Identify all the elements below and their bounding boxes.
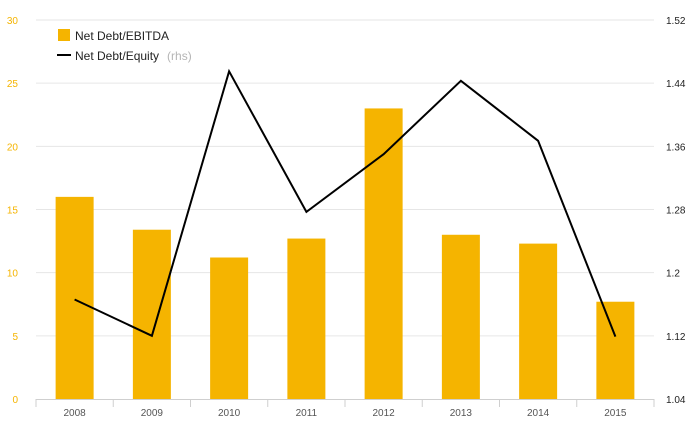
- line-point[interactable]: [71, 296, 79, 304]
- line-point[interactable]: [148, 332, 156, 340]
- y-left-tick-label: 20: [7, 142, 19, 153]
- legend-label-line-text: Net Debt/Equity: [75, 49, 159, 63]
- line-point[interactable]: [302, 208, 310, 216]
- right-y-axis: 1.04 1.12 1.2 1.28 1.36 1.44 1.52: [666, 16, 686, 406]
- line-point[interactable]: [380, 150, 388, 158]
- legend-item-bar[interactable]: Net Debt/EBITDA: [58, 29, 169, 43]
- bar[interactable]: [132, 229, 171, 399]
- x-tick-label: 2008: [64, 408, 87, 419]
- line-point[interactable]: [534, 137, 542, 145]
- y-left-tick-label: 5: [12, 332, 18, 343]
- legend: Net Debt/EBITDA Net Debt/Equity (rhs): [57, 29, 192, 64]
- bar[interactable]: [55, 196, 94, 399]
- bar[interactable]: [596, 301, 635, 399]
- legend-label-bar: Net Debt/EBITDA: [75, 29, 169, 43]
- line-point[interactable]: [457, 77, 465, 85]
- x-tick-label: 2014: [527, 408, 550, 419]
- x-tick-label: 2013: [450, 408, 473, 419]
- bar[interactable]: [519, 243, 558, 399]
- y-left-tick-label: 0: [12, 395, 18, 406]
- legend-item-line[interactable]: Net Debt/Equity (rhs): [57, 47, 192, 64]
- y-left-tick-label: 25: [7, 79, 19, 90]
- y-right-tick-label: 1.52: [666, 16, 686, 27]
- bar[interactable]: [287, 238, 326, 399]
- bar[interactable]: [210, 257, 249, 399]
- bar-series: [55, 108, 635, 399]
- x-tick-label: 2010: [218, 408, 241, 419]
- line-point[interactable]: [611, 333, 619, 341]
- y-left-tick-label: 15: [7, 206, 19, 217]
- legend-label-line-note: (rhs): [167, 49, 192, 63]
- y-right-tick-label: 1.04: [666, 395, 686, 406]
- series-line[interactable]: [74, 68, 617, 338]
- x-axis: 2008 2009 2010 2011 2012 2013 2014 2015: [35, 399, 655, 419]
- x-tick-label: 2009: [141, 408, 164, 419]
- x-tick-label: 2011: [296, 408, 318, 419]
- legend-swatch-bar: [58, 29, 70, 41]
- left-y-axis: 0 5 10 15 20 25 30: [7, 16, 19, 406]
- x-tick-label: 2012: [373, 408, 396, 419]
- line-series: [71, 67, 619, 341]
- line-point[interactable]: [225, 67, 233, 75]
- gridlines: [36, 19, 654, 337]
- bar[interactable]: [364, 108, 403, 399]
- y-right-tick-label: 1.44: [666, 79, 686, 90]
- y-left-tick-label: 10: [7, 269, 19, 280]
- y-left-tick-label: 30: [7, 16, 19, 27]
- y-right-tick-label: 1.36: [666, 142, 686, 153]
- y-right-tick-label: 1.12: [666, 332, 686, 343]
- y-right-tick-label: 1.28: [666, 206, 686, 217]
- x-tick-label: 2015: [604, 408, 627, 419]
- legend-label-line: Net Debt/Equity (rhs): [75, 47, 192, 64]
- bar[interactable]: [441, 234, 480, 399]
- y-right-tick-label: 1.2: [666, 269, 680, 280]
